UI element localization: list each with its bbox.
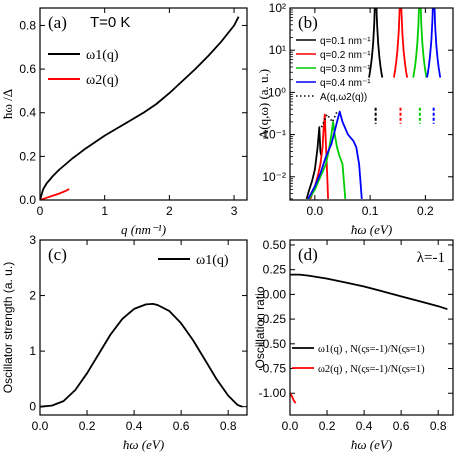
x-tick-label: 0.1 [362, 204, 379, 218]
series-line [40, 188, 70, 200]
annotation: T=0 K [90, 14, 130, 31]
y-axis-label: ħω /Δ [0, 89, 15, 119]
x-axis-label: ħω (eV) [123, 437, 164, 452]
legend-label: ω1(q) [196, 253, 229, 268]
series-line [290, 273, 448, 311]
series-group [290, 273, 448, 404]
x-axis-label: q (nm⁻¹) [121, 222, 166, 237]
y-axis-label: A(q,ω) (a. u.) [256, 69, 271, 139]
series-group [40, 16, 240, 200]
y-tick-label: -0.75 [259, 362, 287, 376]
x-axis-label: ħω (eV) [351, 222, 392, 237]
y-tick-label: 10⁰ [268, 85, 286, 99]
panel-a: 0 1 2 3 0.0 0.2 0.4 0.6 0.8 (a) T=0 K q (nm⁻¹) ħω /Δ… [0, 7, 248, 237]
series-group [40, 302, 243, 408]
x-tick-label: 0.2 [417, 204, 434, 218]
series-line [308, 121, 347, 200]
legend-label: ω2(q) [86, 73, 119, 88]
x-tick-label: 2 [166, 204, 173, 218]
panel-label: (b) [298, 13, 318, 32]
series-group [305, 8, 442, 200]
series-line [305, 126, 323, 200]
x-tick-label: 0.6 [173, 419, 190, 433]
legend-label: q=0.3 nm⁻¹ [320, 64, 371, 75]
panel-b: 0.0 0.1 0.2 10⁻² 10⁻¹ 10⁰ 10¹ 10² (b) ħω (eV) A(q,… [256, 1, 454, 237]
plot-frame [289, 7, 454, 201]
x-tick-label: 0.6 [393, 419, 410, 433]
legend: q=0.1 nm⁻¹ q=0.2 nm⁻¹ q=0.3 nm⁻¹ q=0.4 nm⁻¹… [296, 36, 371, 103]
y-tick-label: 3 [29, 233, 36, 247]
legend: ω1(q) , N(ςs=-1)/N(ςs=1) ω2(q) , N(ςs=-1)… [292, 344, 425, 375]
plot-frame [289, 239, 454, 416]
y-tick-label: 0.2 [19, 149, 36, 163]
x-tick-label: 0.8 [220, 419, 237, 433]
y-tick-label: 0.00 [263, 287, 287, 301]
legend-label: ω1(q) , N(ςs=-1)/N(ςs=1) [318, 344, 425, 355]
plot-frame [39, 7, 248, 201]
y-axis-label: Oscillation ratio [253, 286, 267, 368]
y-tick-label: 0 [29, 400, 36, 414]
legend-label: q=0.4 nm⁻¹ [320, 78, 371, 89]
y-tick-label: 10⁻² [262, 170, 286, 184]
panel-d: 0.0 0.2 0.4 0.6 0.8 -1.00 -0.75 -0.50 -0.25 0.00 0… [253, 238, 454, 452]
y-tick-label: 0.0 [19, 193, 36, 207]
y-tick-label: -0.50 [259, 337, 287, 351]
y-tick-label: 0.4 [19, 106, 36, 120]
y-tick-label: 10¹ [269, 43, 286, 57]
y-tick-label: 0.25 [263, 263, 287, 277]
panel-label: (a) [48, 13, 67, 32]
x-tick-label: 1 [101, 204, 108, 218]
panel-label: (d) [298, 245, 318, 264]
series-line [320, 111, 338, 128]
x-tick-label: 0.0 [32, 419, 49, 433]
resonance-peak [412, 8, 428, 78]
x-tick-label: 0 [37, 204, 44, 218]
x-tick-label: 0.2 [319, 419, 336, 433]
x-tick-label: 0.0 [307, 204, 324, 218]
x-tick-label: 3 [231, 204, 238, 218]
legend-label: ω1(q) [86, 48, 119, 63]
resonance-peak [368, 8, 384, 78]
legend-label: ω2(q) , N(ςs=-1)/N(ςs=1) [318, 364, 425, 375]
x-tick-label: 0.4 [356, 419, 373, 433]
x-tick-label: 0.4 [126, 419, 143, 433]
series-line [40, 16, 240, 200]
y-tick-label: 0.8 [19, 18, 36, 32]
x-axis-label: ħω (eV) [351, 437, 392, 452]
plot-frame [39, 239, 248, 416]
y-tick-label: 0.6 [19, 62, 36, 76]
x-tick-label: 0.2 [79, 419, 96, 433]
series-line [40, 302, 243, 408]
legend-label: q=0.2 nm⁻¹ [320, 50, 371, 61]
legend: ω1(q) [158, 253, 229, 268]
legend-label: q=0.1 nm⁻¹ [320, 36, 371, 47]
panel-c: 0.0 0.2 0.4 0.6 0.8 0 1 2 3 (c) ħω (eV) Oscillator … [1, 233, 248, 452]
y-tick-label: -0.25 [259, 312, 287, 326]
series-line [307, 110, 363, 200]
legend-label: A(q,ω2(q)) [320, 92, 367, 103]
annotation: λ=-1 [417, 250, 445, 266]
y-tick-label: 10⁻¹ [262, 128, 286, 142]
resonance-peak [426, 8, 442, 78]
y-axis-label: Oscillator strength (a. u.) [1, 262, 15, 393]
y-tick-label: 10² [269, 1, 286, 15]
series-line [290, 392, 297, 404]
y-tick-label: 0.50 [263, 238, 287, 252]
resonance-peak [393, 8, 408, 78]
panel-label: (c) [48, 245, 67, 264]
y-tick-label: -1.00 [259, 386, 287, 400]
x-tick-label: 0.0 [282, 419, 299, 433]
x-tick-label: 0.8 [430, 419, 447, 433]
y-tick-label: 1 [29, 344, 36, 358]
legend: ω1(q) ω2(q) [48, 48, 119, 88]
y-tick-label: 2 [29, 289, 36, 303]
